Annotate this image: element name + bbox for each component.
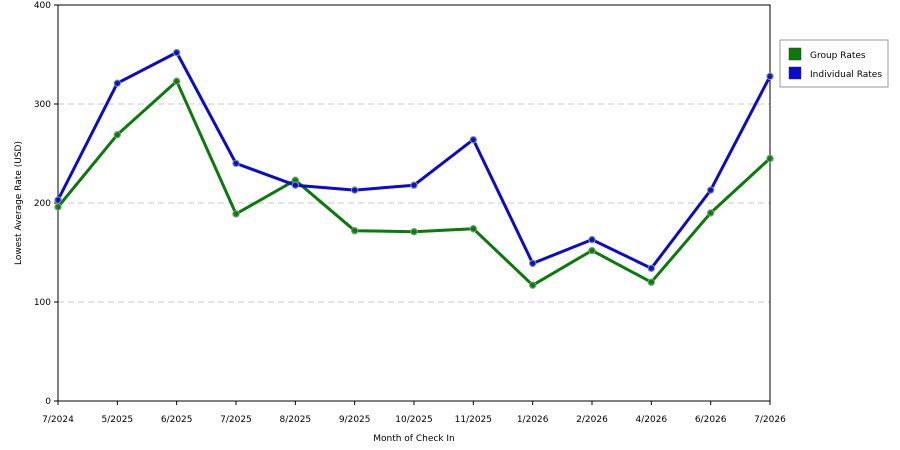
- x-tick-label-4: 8/2025: [279, 415, 311, 425]
- data-point-group-rates-9: [588, 246, 596, 255]
- legend-swatch-group-rates: [788, 47, 802, 61]
- legend-swatch-individual-rates: [788, 66, 802, 80]
- data-point-group-rates-12: [766, 154, 774, 163]
- y-tick-label-3: 300: [34, 100, 51, 110]
- data-point-individual-rates-2: [172, 48, 181, 57]
- data-point-group-rates-0: [54, 203, 62, 211]
- data-point-individual-rates-8: [528, 259, 537, 268]
- data-point-individual-rates-9: [588, 235, 596, 244]
- data-point-group-rates-10: [647, 278, 656, 286]
- x-tick-label-6: 10/2025: [395, 415, 432, 425]
- x-axis-title: Month of Check In: [373, 434, 455, 444]
- series-lines: [54, 48, 774, 289]
- y-tick-label-2: 200: [34, 199, 51, 209]
- series-line-individual-rates: [56, 51, 772, 270]
- x-tick-label-9: 2/2026: [576, 415, 608, 425]
- legend-label-group-rates: Group Rates: [810, 51, 866, 61]
- data-point-individual-rates-4: [291, 181, 300, 189]
- data-point-individual-rates-7: [469, 135, 478, 144]
- x-tick-label-12: 7/2026: [754, 415, 786, 425]
- x-tick-label-1: 5/2025: [101, 415, 133, 425]
- x-tick-label-8: 1/2026: [517, 415, 549, 425]
- data-point-individual-rates-6: [410, 181, 418, 189]
- data-point-group-rates-5: [350, 227, 359, 235]
- x-tick-label-3: 7/2025: [220, 415, 252, 425]
- x-tick-label-10: 4/2026: [635, 415, 667, 425]
- data-point-group-rates-11: [706, 209, 715, 217]
- data-point-group-rates-2: [172, 77, 181, 85]
- data-point-group-rates-6: [410, 228, 418, 236]
- x-tick-label-2: 6/2025: [161, 415, 193, 425]
- data-point-individual-rates-12: [766, 72, 774, 80]
- y-axis-ticks: 0 100 200 300 400: [34, 1, 58, 407]
- y-axis-title: Lowest Average Rate (USD): [14, 141, 24, 265]
- data-point-individual-rates-11: [706, 186, 715, 194]
- legend: Group Rates Individual Rates: [779, 39, 889, 88]
- data-point-group-rates-3: [232, 210, 240, 218]
- data-point-group-rates-1: [113, 130, 122, 139]
- x-tick-label-11: 6/2026: [695, 415, 727, 425]
- y-tick-label-1: 100: [34, 298, 51, 308]
- x-axis-ticks: 7/2024 5/2025 6/2025 7/2025 8/2025 9/2025 10/2…: [42, 401, 786, 425]
- grid-lines: [58, 103, 770, 303]
- data-point-individual-rates-0: [54, 196, 62, 204]
- data-point-individual-rates-10: [647, 264, 656, 273]
- data-point-individual-rates-1: [113, 79, 122, 87]
- data-point-individual-rates-5: [350, 186, 359, 194]
- x-tick-label-5: 9/2025: [339, 415, 371, 425]
- data-point-individual-rates-3: [232, 159, 240, 168]
- data-point-group-rates-7: [469, 225, 478, 233]
- legend-label-individual-rates: Individual Rates: [810, 70, 882, 80]
- x-tick-label-7: 11/2025: [455, 415, 492, 425]
- x-tick-label-0: 7/2024: [42, 415, 74, 425]
- y-tick-label-4: 400: [34, 1, 51, 11]
- y-tick-label-0: 0: [45, 397, 51, 407]
- data-point-group-rates-8: [528, 281, 537, 289]
